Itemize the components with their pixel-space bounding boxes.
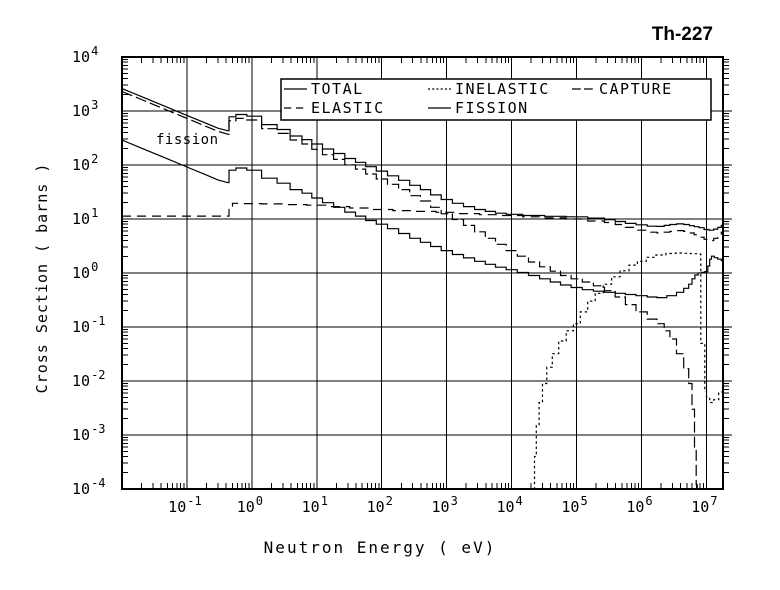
fission-annotation: fission xyxy=(156,132,219,148)
tick-label: 105 xyxy=(561,494,587,516)
curve-elastic xyxy=(122,202,723,242)
legend-label-inelastic: INELASTIC xyxy=(455,80,550,98)
tick-label: 102 xyxy=(72,152,98,174)
curves xyxy=(122,88,723,489)
curve-total xyxy=(122,88,723,231)
legend-label-total: TOTAL xyxy=(311,80,364,98)
tick-label: 103 xyxy=(72,98,98,120)
tick-label: 104 xyxy=(496,494,522,516)
tick-label: 106 xyxy=(626,494,652,516)
chart-title: Th-227 xyxy=(651,24,713,45)
legend-label-fission: FISSION xyxy=(455,99,529,117)
grid xyxy=(122,57,723,489)
legend-label-elastic: ELASTIC xyxy=(311,99,385,117)
curve-fission xyxy=(122,139,723,299)
tick-label: 10-2 xyxy=(72,368,106,390)
plot-frame xyxy=(121,56,724,490)
tick-label: 10-4 xyxy=(72,476,106,498)
tick-label: 100 xyxy=(237,494,263,516)
tick-label: 101 xyxy=(72,206,98,228)
tick-labels: 10-1 100 101 102 103 104 105 106 107 104 103 102 101… xyxy=(72,44,718,516)
tick-label: 10-1 xyxy=(72,314,106,336)
tick-label: 100 xyxy=(72,260,98,282)
tick-label: 107 xyxy=(691,494,717,516)
tick-label: 103 xyxy=(432,494,458,516)
tick-label: 10-3 xyxy=(72,422,106,444)
x-axis-label: Neutron Energy ( eV) xyxy=(263,538,497,557)
tick-label: 10-1 xyxy=(168,494,202,516)
legend-label-capture: CAPTURE xyxy=(599,80,673,98)
tick-label: 104 xyxy=(72,44,98,66)
legend: TOTAL INELASTIC CAPTURE ELASTIC FISSION xyxy=(280,78,712,121)
curve-inelastic xyxy=(533,252,723,489)
legend-box xyxy=(280,78,712,121)
tick-label: 101 xyxy=(302,494,328,516)
y-axis-label: Cross Section ( barns ) xyxy=(33,162,51,394)
tick-label: 102 xyxy=(367,494,393,516)
curve-capture xyxy=(122,90,698,489)
